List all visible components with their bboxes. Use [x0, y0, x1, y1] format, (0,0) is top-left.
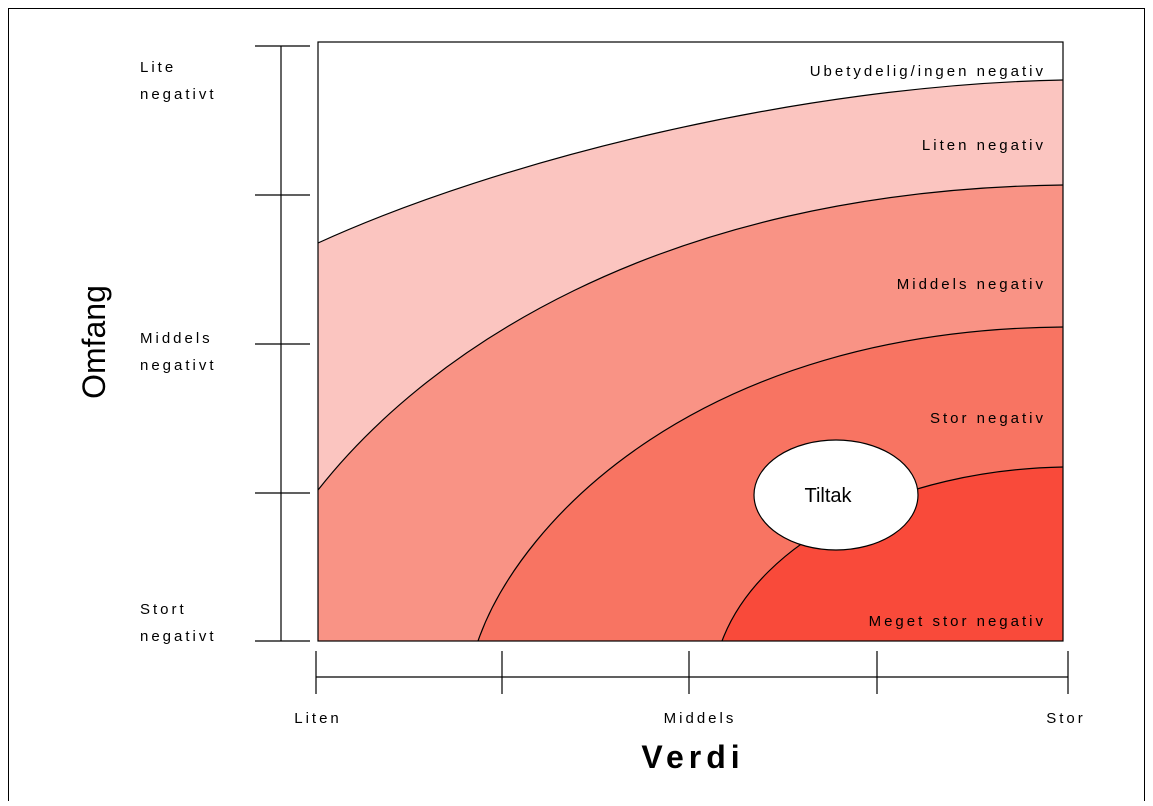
marker-ellipse [753, 439, 919, 551]
y-label: Lite [140, 59, 176, 76]
x-label: Stor [1046, 710, 1086, 727]
zone-label: Middels negativ [897, 276, 1046, 293]
y-label: negativt [140, 86, 217, 103]
y-label: Middels [140, 330, 213, 347]
y-label: Stort [140, 601, 187, 618]
x-axis [315, 651, 1069, 694]
zone-boundary [317, 79, 1064, 244]
y-axis-title: Omfang [76, 285, 112, 399]
zone-label: Meget stor negativ [869, 613, 1046, 630]
x-label: Liten [294, 710, 342, 727]
zone-boundary [317, 184, 1064, 491]
y-label: negativt [140, 628, 217, 645]
y-axis [255, 45, 310, 642]
plot-border [317, 41, 1064, 642]
zone-label: Ubetydelig/ingen negativ [810, 63, 1046, 80]
zone-labels: Ubetydelig/ingen negativ Liten negativ M… [810, 63, 1046, 630]
zone-label: Liten negativ [922, 137, 1046, 154]
x-axis-title: Verdi [641, 739, 744, 775]
zone-boundary [477, 326, 1064, 642]
x-labels: Liten Middels Stor [294, 710, 1086, 727]
x-label: Middels [664, 710, 737, 727]
zone-fill [722, 467, 1063, 641]
marker-label: Tiltak [804, 485, 852, 507]
zone-label: Stor negativ [930, 410, 1046, 427]
y-labels: Lite negativt Middels negativt Stort neg… [140, 59, 217, 645]
y-label: negativt [140, 357, 217, 374]
